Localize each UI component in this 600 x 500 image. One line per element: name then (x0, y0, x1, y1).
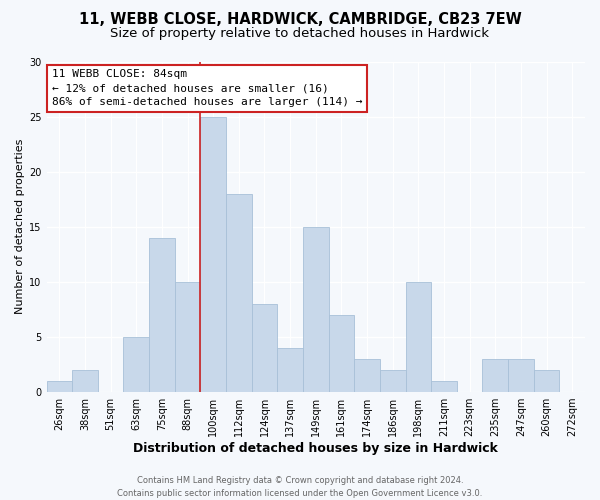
Text: 11, WEBB CLOSE, HARDWICK, CAMBRIDGE, CB23 7EW: 11, WEBB CLOSE, HARDWICK, CAMBRIDGE, CB2… (79, 12, 521, 28)
Y-axis label: Number of detached properties: Number of detached properties (15, 139, 25, 314)
Bar (406, 282, 431, 392)
Bar (226, 194, 251, 392)
Bar (508, 359, 534, 392)
Bar (200, 116, 226, 392)
Bar (72, 370, 98, 392)
Bar (534, 370, 559, 392)
X-axis label: Distribution of detached houses by size in Hardwick: Distribution of detached houses by size … (133, 442, 498, 455)
Bar (47, 381, 72, 392)
Bar (303, 227, 329, 392)
Text: 11 WEBB CLOSE: 84sqm
← 12% of detached houses are smaller (16)
86% of semi-detac: 11 WEBB CLOSE: 84sqm ← 12% of detached h… (52, 69, 362, 107)
Bar (354, 359, 380, 392)
Bar (251, 304, 277, 392)
Text: Size of property relative to detached houses in Hardwick: Size of property relative to detached ho… (110, 28, 490, 40)
Bar (149, 238, 175, 392)
Text: Contains HM Land Registry data © Crown copyright and database right 2024.
Contai: Contains HM Land Registry data © Crown c… (118, 476, 482, 498)
Bar (380, 370, 406, 392)
Bar (329, 315, 354, 392)
Bar (482, 359, 508, 392)
Bar (175, 282, 200, 392)
Bar (277, 348, 303, 392)
Bar (431, 381, 457, 392)
Bar (124, 337, 149, 392)
